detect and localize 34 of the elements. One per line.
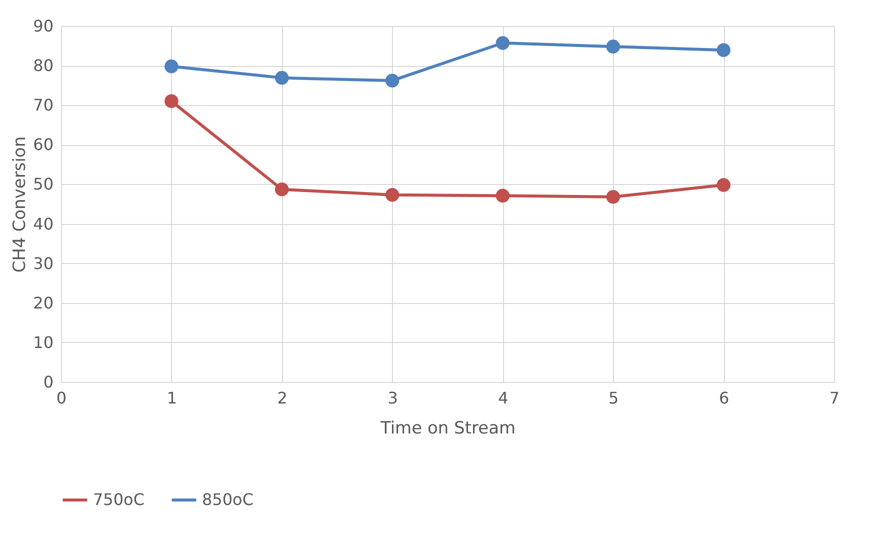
y-axis-title: CH4 Conversion [10,136,30,273]
x-tick-label: 2 [277,388,288,408]
point [385,188,400,202]
point [606,40,620,54]
point [606,190,620,204]
y-tick-label: 50 [33,174,54,194]
x-tick-label: 3 [388,388,398,408]
y-tick-label: 0 [43,372,54,392]
x-tick-label: 5 [608,388,619,408]
x-tick-label: 6 [718,388,730,408]
point [274,182,289,196]
x-axis-title: Time on Stream [379,418,516,438]
point [496,36,510,50]
point [496,188,510,203]
legend-label: 750oC [93,490,144,509]
y-tick-label: 20 [33,293,54,312]
y-tick-label: 60 [33,135,54,154]
y-tick-label: 90 [33,16,54,36]
y-tick-label: 40 [33,214,54,234]
y-tick-label: 70 [33,96,54,115]
x-tick-label: 7 [829,388,840,408]
point [164,94,178,108]
x-tick-label: 4 [498,388,508,408]
y-tick-label: 10 [33,332,54,352]
point [164,59,178,74]
point [716,43,730,58]
point [274,70,289,85]
x-tick-label: 0 [56,388,67,408]
legend-label: 850oC [202,490,254,509]
x-tick-label: 1 [166,388,178,408]
y-tick-label: 30 [33,254,54,273]
point [716,178,730,192]
point [385,74,400,88]
y-tick-label: 80 [33,56,54,76]
